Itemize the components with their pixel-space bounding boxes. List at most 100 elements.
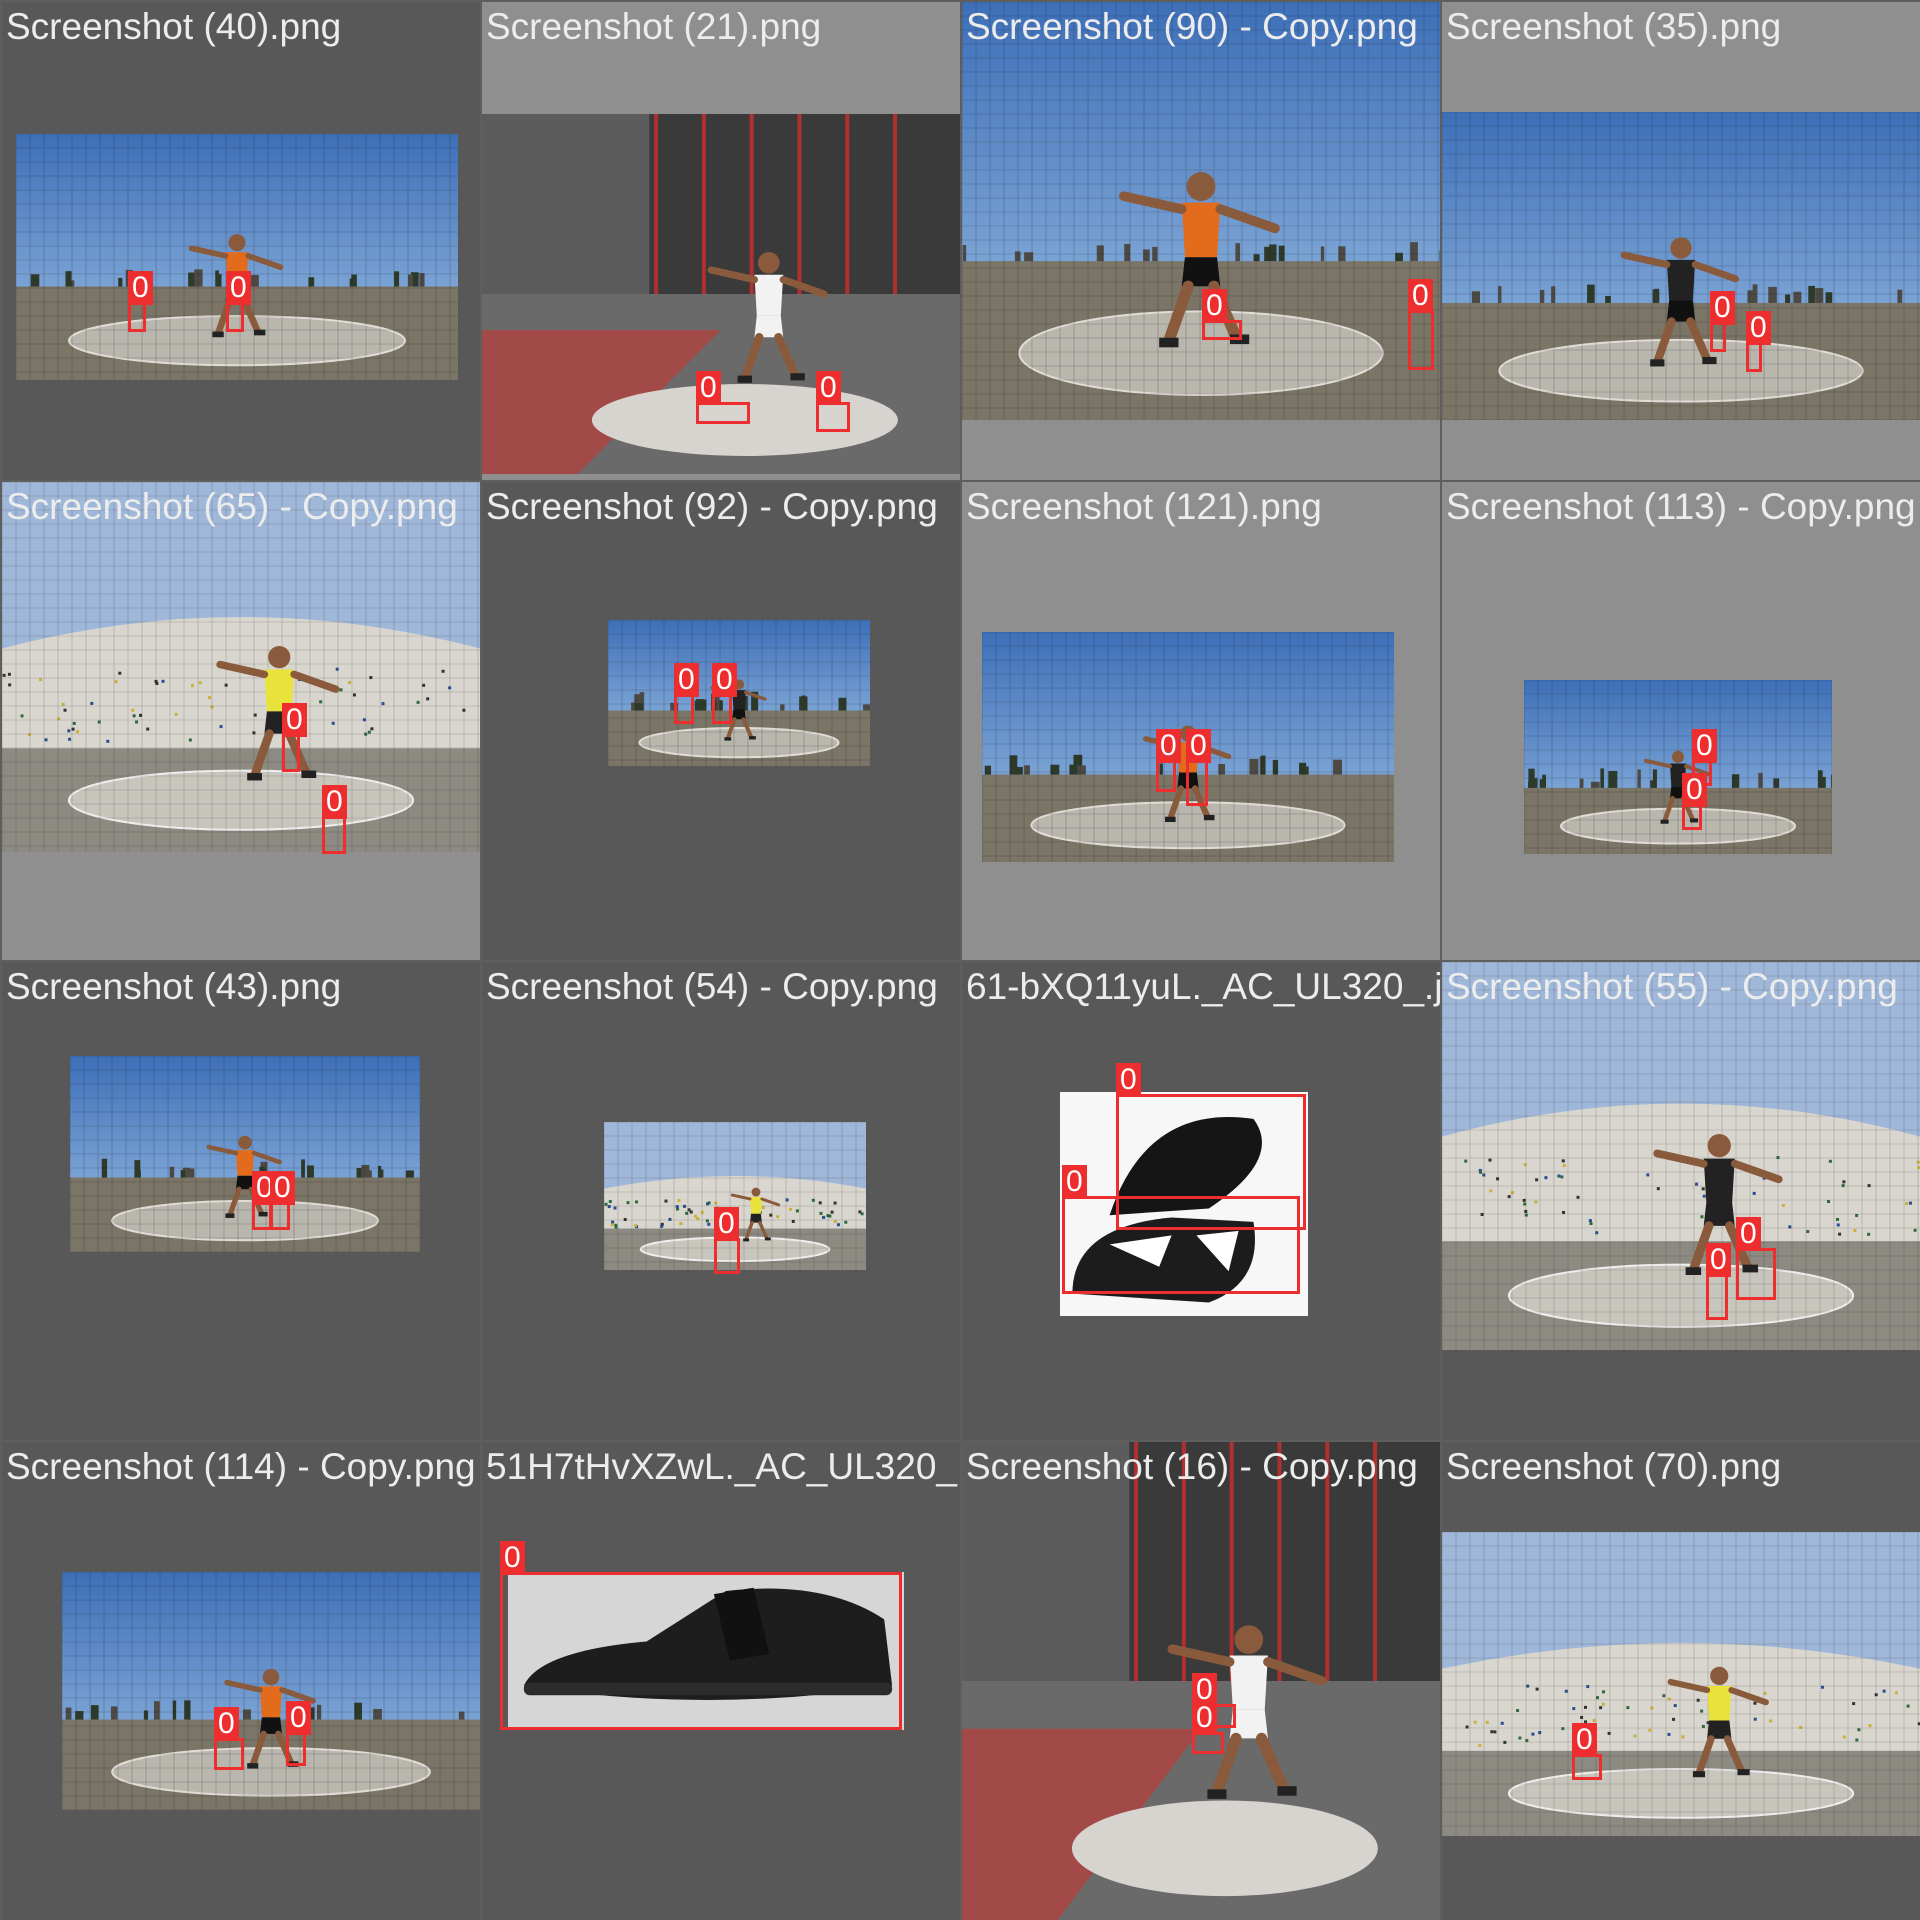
tile-filename: 61-bXQ11yuL._AC_UL320_.jpg	[966, 966, 1440, 1007]
result-tile: 61-bXQ11yuL._AC_UL320_.jpg 0 0	[962, 962, 1440, 1440]
result-tile: Screenshot (90) - Copy.png 0 0	[962, 2, 1440, 480]
tile-filename: Screenshot (114) - Copy.png	[6, 1446, 476, 1487]
tile-photo	[70, 1056, 420, 1252]
tile-filename: Screenshot (21).png	[486, 6, 822, 47]
detection-box: 0	[128, 271, 153, 332]
detection-label: 0	[282, 703, 307, 737]
detection-box: 0	[696, 371, 750, 424]
detection-box: 0	[1682, 773, 1707, 830]
tile-filename: Screenshot (54) - Copy.png	[486, 966, 938, 1007]
tile-filename: Screenshot (16) - Copy.png	[966, 1446, 1418, 1487]
tile-filename: Screenshot (35).png	[1446, 6, 1782, 47]
tile-photo	[1060, 1092, 1308, 1316]
detection-label: 0	[500, 1541, 525, 1575]
tile-photo	[62, 1572, 480, 1810]
result-tile: Screenshot (121).png 0 0	[962, 482, 1440, 960]
detection-box: 0	[674, 663, 699, 724]
detection-box: 0	[1156, 729, 1181, 792]
detection-box: 0	[282, 703, 307, 772]
result-tile: Screenshot (16) - Copy.png 0 0	[962, 1442, 1440, 1920]
detection-box: 0	[1746, 311, 1771, 372]
detection-box: 0	[1192, 1701, 1224, 1754]
detection-box: 0	[252, 1171, 277, 1230]
result-tile: Screenshot (21).png 0 0	[482, 2, 960, 480]
result-tile: Screenshot (54) - Copy.png 0	[482, 962, 960, 1440]
tile-photo	[604, 1122, 866, 1270]
tile-filename: Screenshot (70).png	[1446, 1446, 1782, 1487]
tile-photo	[16, 134, 458, 380]
detection-label: 0	[1736, 1217, 1761, 1251]
detection-label: 0	[286, 1701, 311, 1735]
tile-filename: Screenshot (43).png	[6, 966, 342, 1007]
detection-box: 0	[1572, 1723, 1602, 1780]
detection-box: 0	[1202, 289, 1242, 340]
detection-label: 0	[674, 663, 699, 697]
tile-photo	[608, 620, 870, 766]
detection-box: 0	[500, 1541, 902, 1730]
detection-label: 0	[214, 1707, 239, 1741]
detection-box: 0	[322, 785, 347, 854]
result-tile: Screenshot (40).png 0 0	[2, 2, 480, 480]
tile-photo	[482, 114, 960, 474]
result-tile: 51H7tHvXZwL._AC_UL320_.jpg 0	[482, 1442, 960, 1920]
result-tile: Screenshot (43).png 0 0	[2, 962, 480, 1440]
detection-box: 0	[226, 271, 251, 332]
detection-box: 0	[1706, 1243, 1731, 1320]
detection-box: 0	[214, 1707, 244, 1770]
tile-filename: Screenshot (90) - Copy.png	[966, 6, 1418, 47]
result-tile: Screenshot (70).png 0	[1442, 1442, 1920, 1920]
detection-label: 0	[1116, 1063, 1141, 1097]
detection-box: 0	[270, 1171, 295, 1230]
detection-label: 0	[1156, 729, 1181, 763]
detection-label: 0	[1202, 289, 1227, 323]
detection-label: 0	[816, 371, 841, 405]
detection-box: 0	[1736, 1217, 1776, 1300]
result-tile: Screenshot (114) - Copy.png 0 0	[2, 1442, 480, 1920]
detection-box: 0	[816, 371, 850, 432]
detection-label: 0	[696, 371, 721, 405]
detection-label: 0	[128, 271, 153, 305]
tile-photo	[2, 482, 480, 852]
result-tile: Screenshot (35).png 0 0	[1442, 2, 1920, 480]
detection-label: 0	[1572, 1723, 1597, 1757]
detection-box: 0	[1186, 729, 1211, 806]
tile-photo	[1442, 1532, 1920, 1836]
tile-photo	[1442, 962, 1920, 1350]
tile-filename: Screenshot (55) - Copy.png	[1446, 966, 1898, 1007]
detection-label: 0	[270, 1171, 295, 1205]
tile-filename: Screenshot (65) - Copy.png	[6, 486, 458, 527]
result-tile: Screenshot (92) - Copy.png 0 0	[482, 482, 960, 960]
tile-filename: Screenshot (40).png	[6, 6, 342, 47]
detection-box: 0	[1710, 291, 1735, 352]
detection-box: 0	[712, 663, 737, 724]
detection-label: 0	[322, 785, 347, 819]
detection-label: 0	[226, 271, 251, 305]
tile-photo	[962, 2, 1440, 420]
result-tile: Screenshot (113) - Copy.png 0 0	[1442, 482, 1920, 960]
result-tile: Screenshot (65) - Copy.png 0 0	[2, 482, 480, 960]
detection-box: 0	[1408, 279, 1434, 370]
tile-filename: Screenshot (92) - Copy.png	[486, 486, 938, 527]
detection-box: 0	[1062, 1165, 1300, 1294]
detection-label: 0	[1408, 279, 1433, 313]
detection-label: 0	[1692, 729, 1717, 763]
detection-box: 0	[1116, 1063, 1306, 1230]
detection-box: 0	[286, 1701, 311, 1766]
tile-photo	[508, 1572, 904, 1730]
tile-photo	[1524, 680, 1832, 854]
detection-label: 0	[1706, 1243, 1731, 1277]
detection-label: 0	[1192, 1701, 1217, 1735]
detection-label: 0	[1186, 729, 1211, 763]
result-tile: Screenshot (55) - Copy.png 0 0	[1442, 962, 1920, 1440]
detection-label: 0	[714, 1207, 739, 1241]
tile-filename: Screenshot (121).png	[966, 486, 1322, 527]
detection-label: 0	[1710, 291, 1735, 325]
tile-filename: Screenshot (113) - Copy.png	[1446, 486, 1916, 527]
detection-label: 0	[712, 663, 737, 697]
tile-photo	[1442, 112, 1920, 420]
detection-box: 0	[714, 1207, 740, 1274]
detection-label: 0	[1746, 311, 1771, 345]
detection-label: 0	[1062, 1165, 1087, 1199]
tile-filename: 51H7tHvXZwL._AC_UL320_.jpg	[486, 1446, 960, 1487]
